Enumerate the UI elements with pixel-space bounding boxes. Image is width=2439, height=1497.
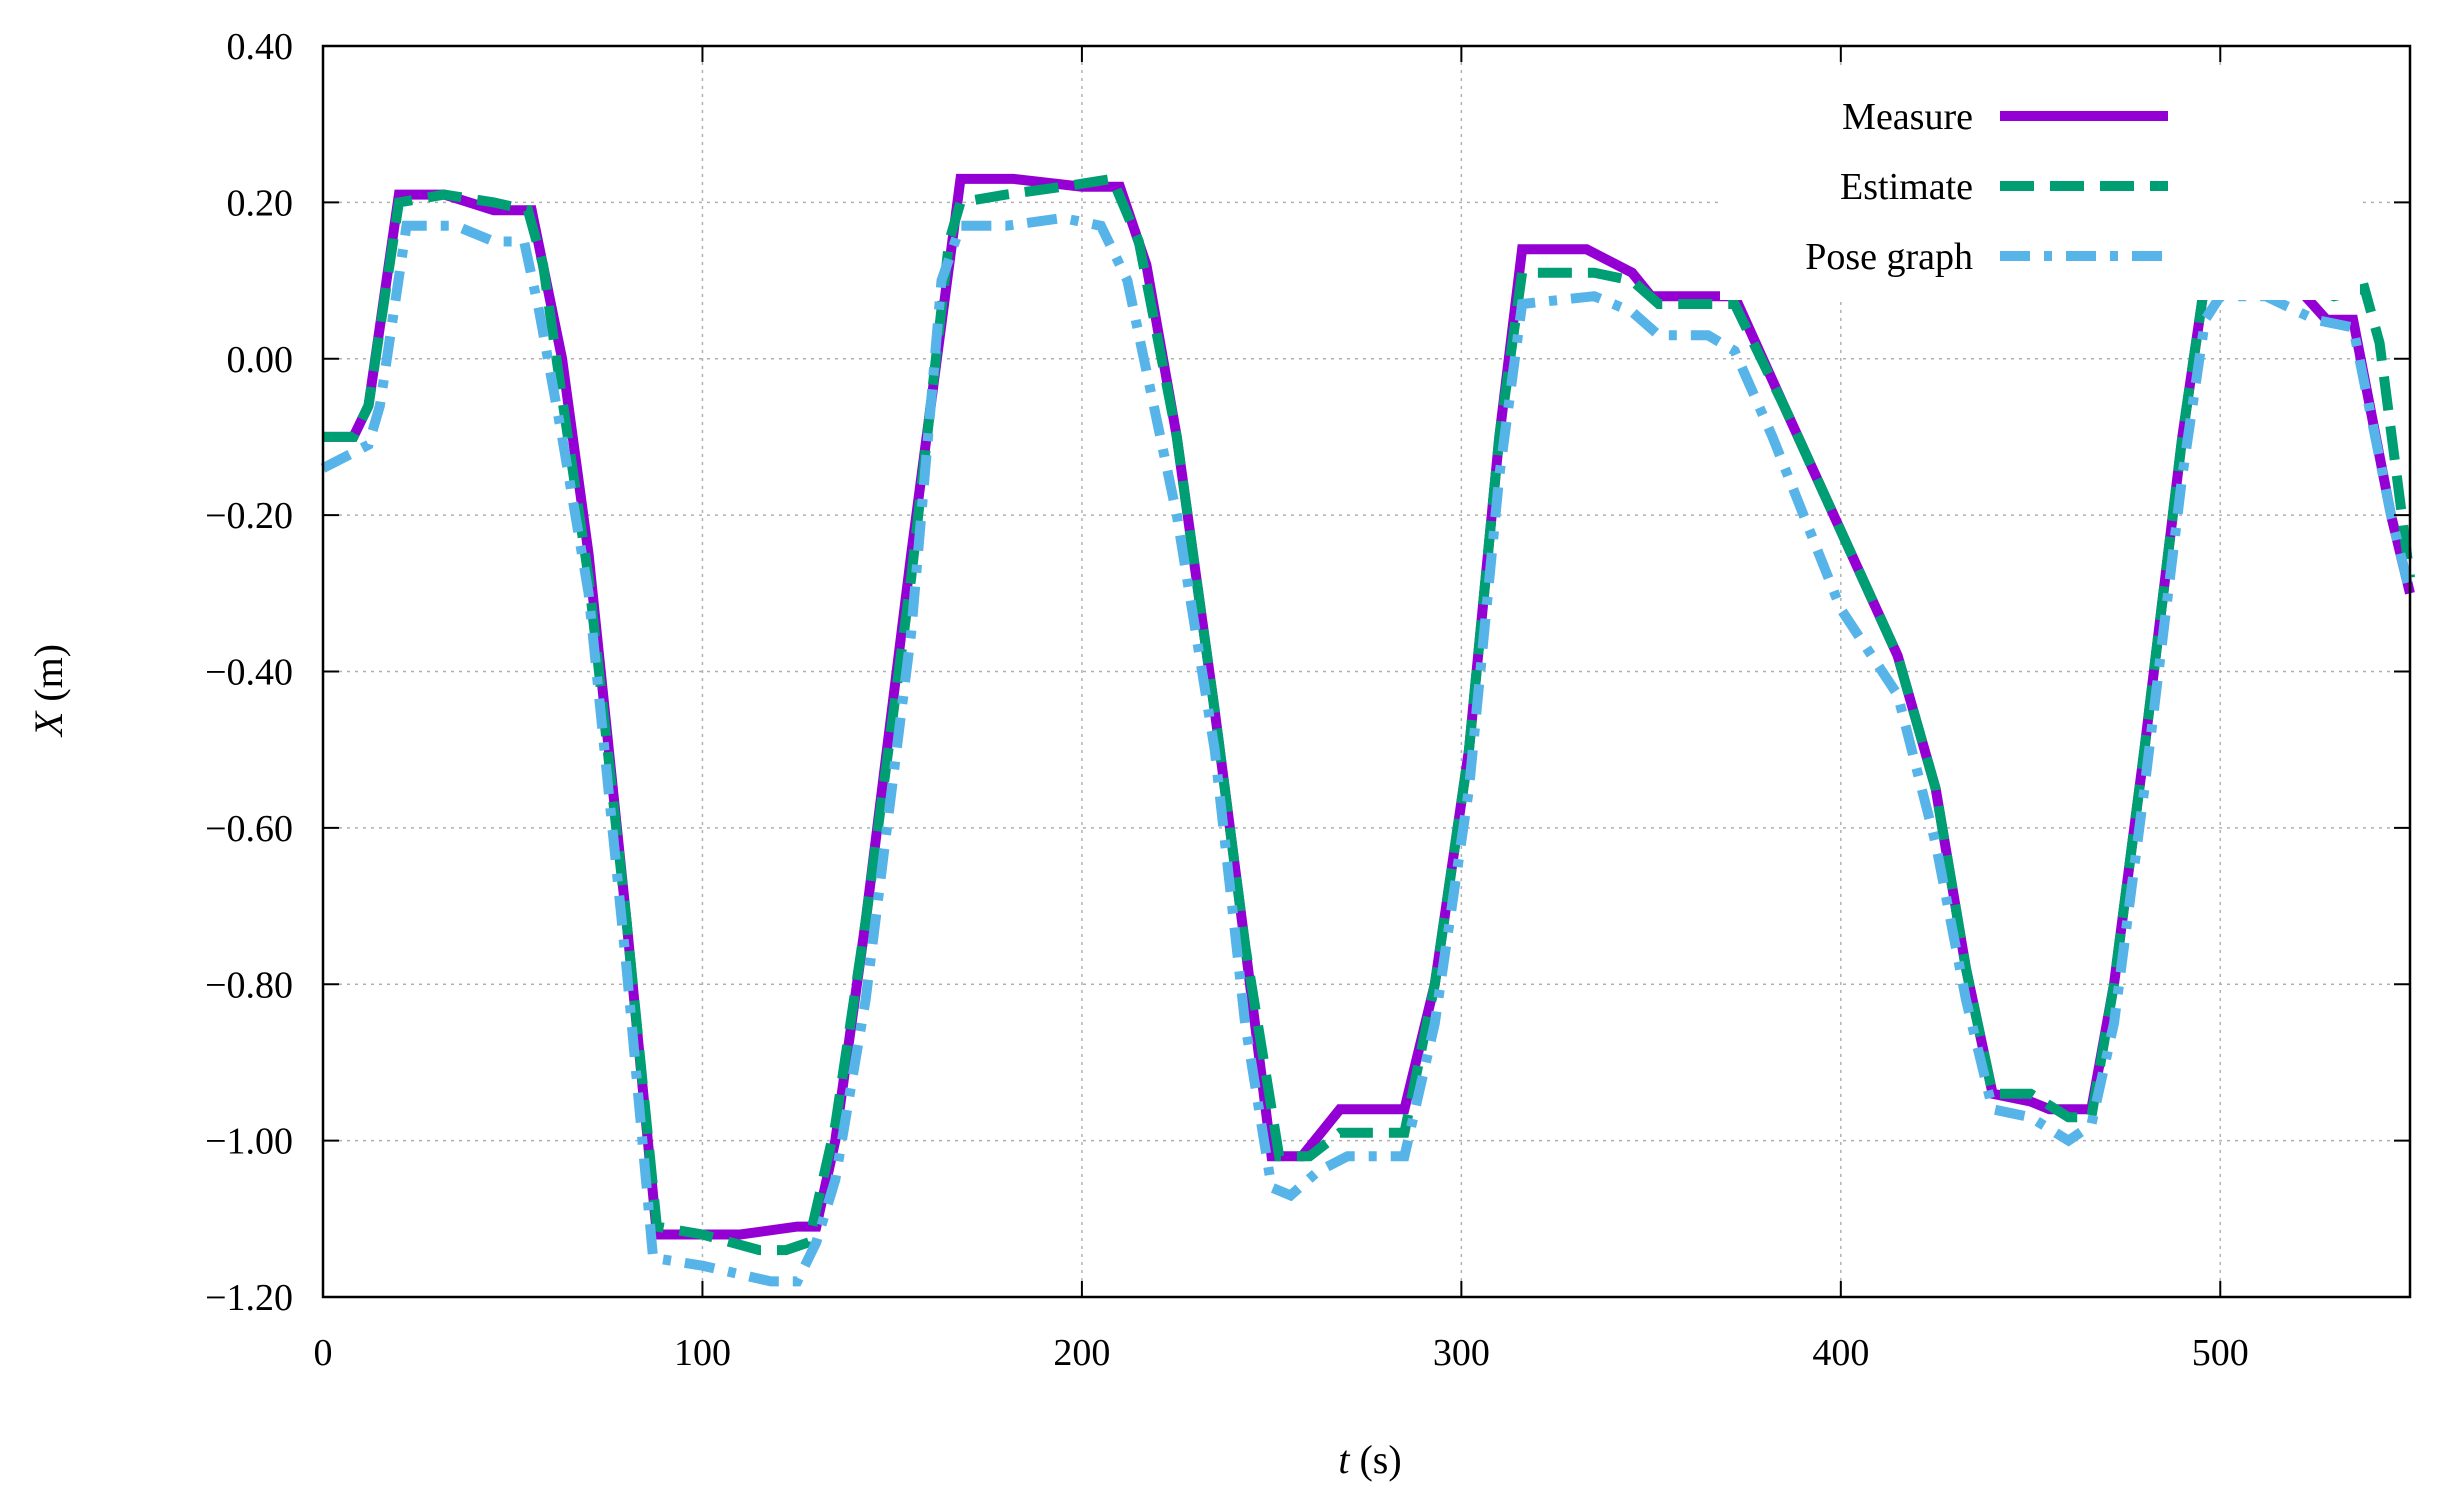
legend: Measure Estimate Pose graph: [1720, 70, 2360, 300]
y-tick-label: −0.80: [205, 964, 293, 1006]
y-tick-label: −1.20: [205, 1277, 293, 1319]
x-tick-labels: 0 100 200 300 400 500: [314, 1332, 2249, 1374]
series-line-estimate: [323, 173, 2415, 1256]
series-layer: [320, 173, 2415, 1287]
y-tick-label: −0.20: [205, 495, 293, 537]
y-tick-label: −0.60: [205, 808, 293, 850]
legend-label: Estimate: [1840, 166, 1973, 208]
y-axis-label-var: X: [26, 710, 71, 738]
y-axis-label: X (m): [26, 644, 71, 738]
legend-label: Pose graph: [1805, 236, 1973, 278]
x-tick-label: 100: [674, 1332, 731, 1374]
x-tick-label: 400: [1812, 1332, 1869, 1374]
x-tick-label: 200: [1053, 1332, 1110, 1374]
ticks: [322, 45, 2410, 1298]
y-tick-label: −1.00: [205, 1121, 293, 1163]
x-tick-label: 300: [1433, 1332, 1490, 1374]
y-tick-label: −0.40: [205, 652, 293, 694]
x-axis-label: t (s): [1338, 1437, 1401, 1482]
y-tick-label: 0.40: [227, 26, 294, 68]
series-line-pose-graph: [320, 212, 2415, 1287]
y-tick-label: 0.00: [227, 339, 294, 381]
x-tick-label: 0: [314, 1332, 333, 1374]
y-tick-labels: 0.40 0.20 0.00 −0.20 −0.40 −0.60 −0.80 −1.00 −1.…: [205, 26, 293, 1319]
y-axis-label-unit: (m): [26, 644, 71, 712]
legend-label: Measure: [1842, 96, 1973, 138]
legend-background: [1720, 70, 2360, 300]
x-axis-label-unit: (s): [1349, 1437, 1401, 1482]
y-tick-label: 0.20: [227, 182, 294, 224]
x-axis-label-var: t: [1338, 1437, 1350, 1482]
x-tick-label: 500: [2192, 1332, 2249, 1374]
